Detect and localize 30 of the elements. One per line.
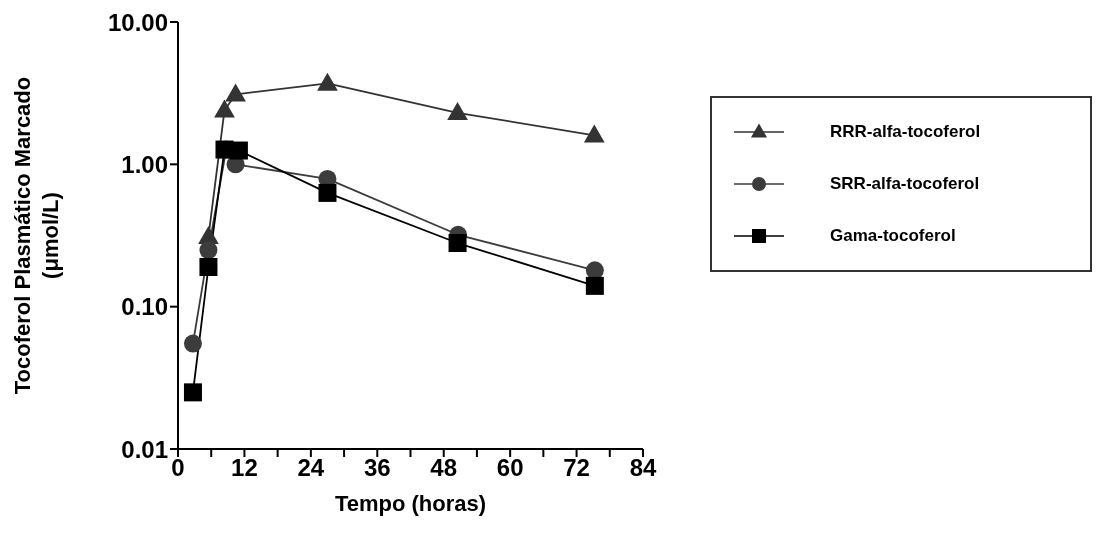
- point: [214, 99, 235, 118]
- x-tick-label: 60: [496, 454, 524, 482]
- x-tick-label: 12: [231, 454, 258, 482]
- x-tick-label: 72: [563, 454, 590, 482]
- y-tick-label: 0.10: [121, 293, 168, 321]
- y-tick-label: 10.00: [107, 8, 168, 36]
- text: SRR-alfa-tocoferol: [830, 174, 980, 194]
- point: [183, 334, 202, 353]
- x-axis-title: Tempo (horas): [334, 491, 487, 516]
- point: [229, 141, 248, 160]
- x-tick-label: 84: [629, 454, 657, 482]
- point: [183, 383, 202, 402]
- point: [199, 257, 218, 276]
- x-tick-label: 36: [363, 454, 391, 482]
- point: [225, 83, 246, 102]
- y-axis-title: Tocoferol Plasmático Marcado (μmol/L): [10, 76, 63, 395]
- y-tick-label: 1.00: [121, 150, 168, 178]
- point: [317, 72, 338, 91]
- point: [583, 124, 605, 143]
- point: [199, 241, 218, 260]
- x-tick-label: 48: [430, 454, 458, 482]
- point: [448, 234, 467, 253]
- x-tick-label: 0: [171, 454, 185, 482]
- text: Gama-tocoferol: [830, 226, 956, 246]
- point: [585, 276, 604, 295]
- y-tick-label: 0.01: [121, 435, 168, 463]
- x-tick-label: 24: [297, 454, 325, 482]
- point: [447, 102, 468, 121]
- text: RRR-alfa-tocoferol: [830, 122, 981, 142]
- point: [318, 183, 337, 202]
